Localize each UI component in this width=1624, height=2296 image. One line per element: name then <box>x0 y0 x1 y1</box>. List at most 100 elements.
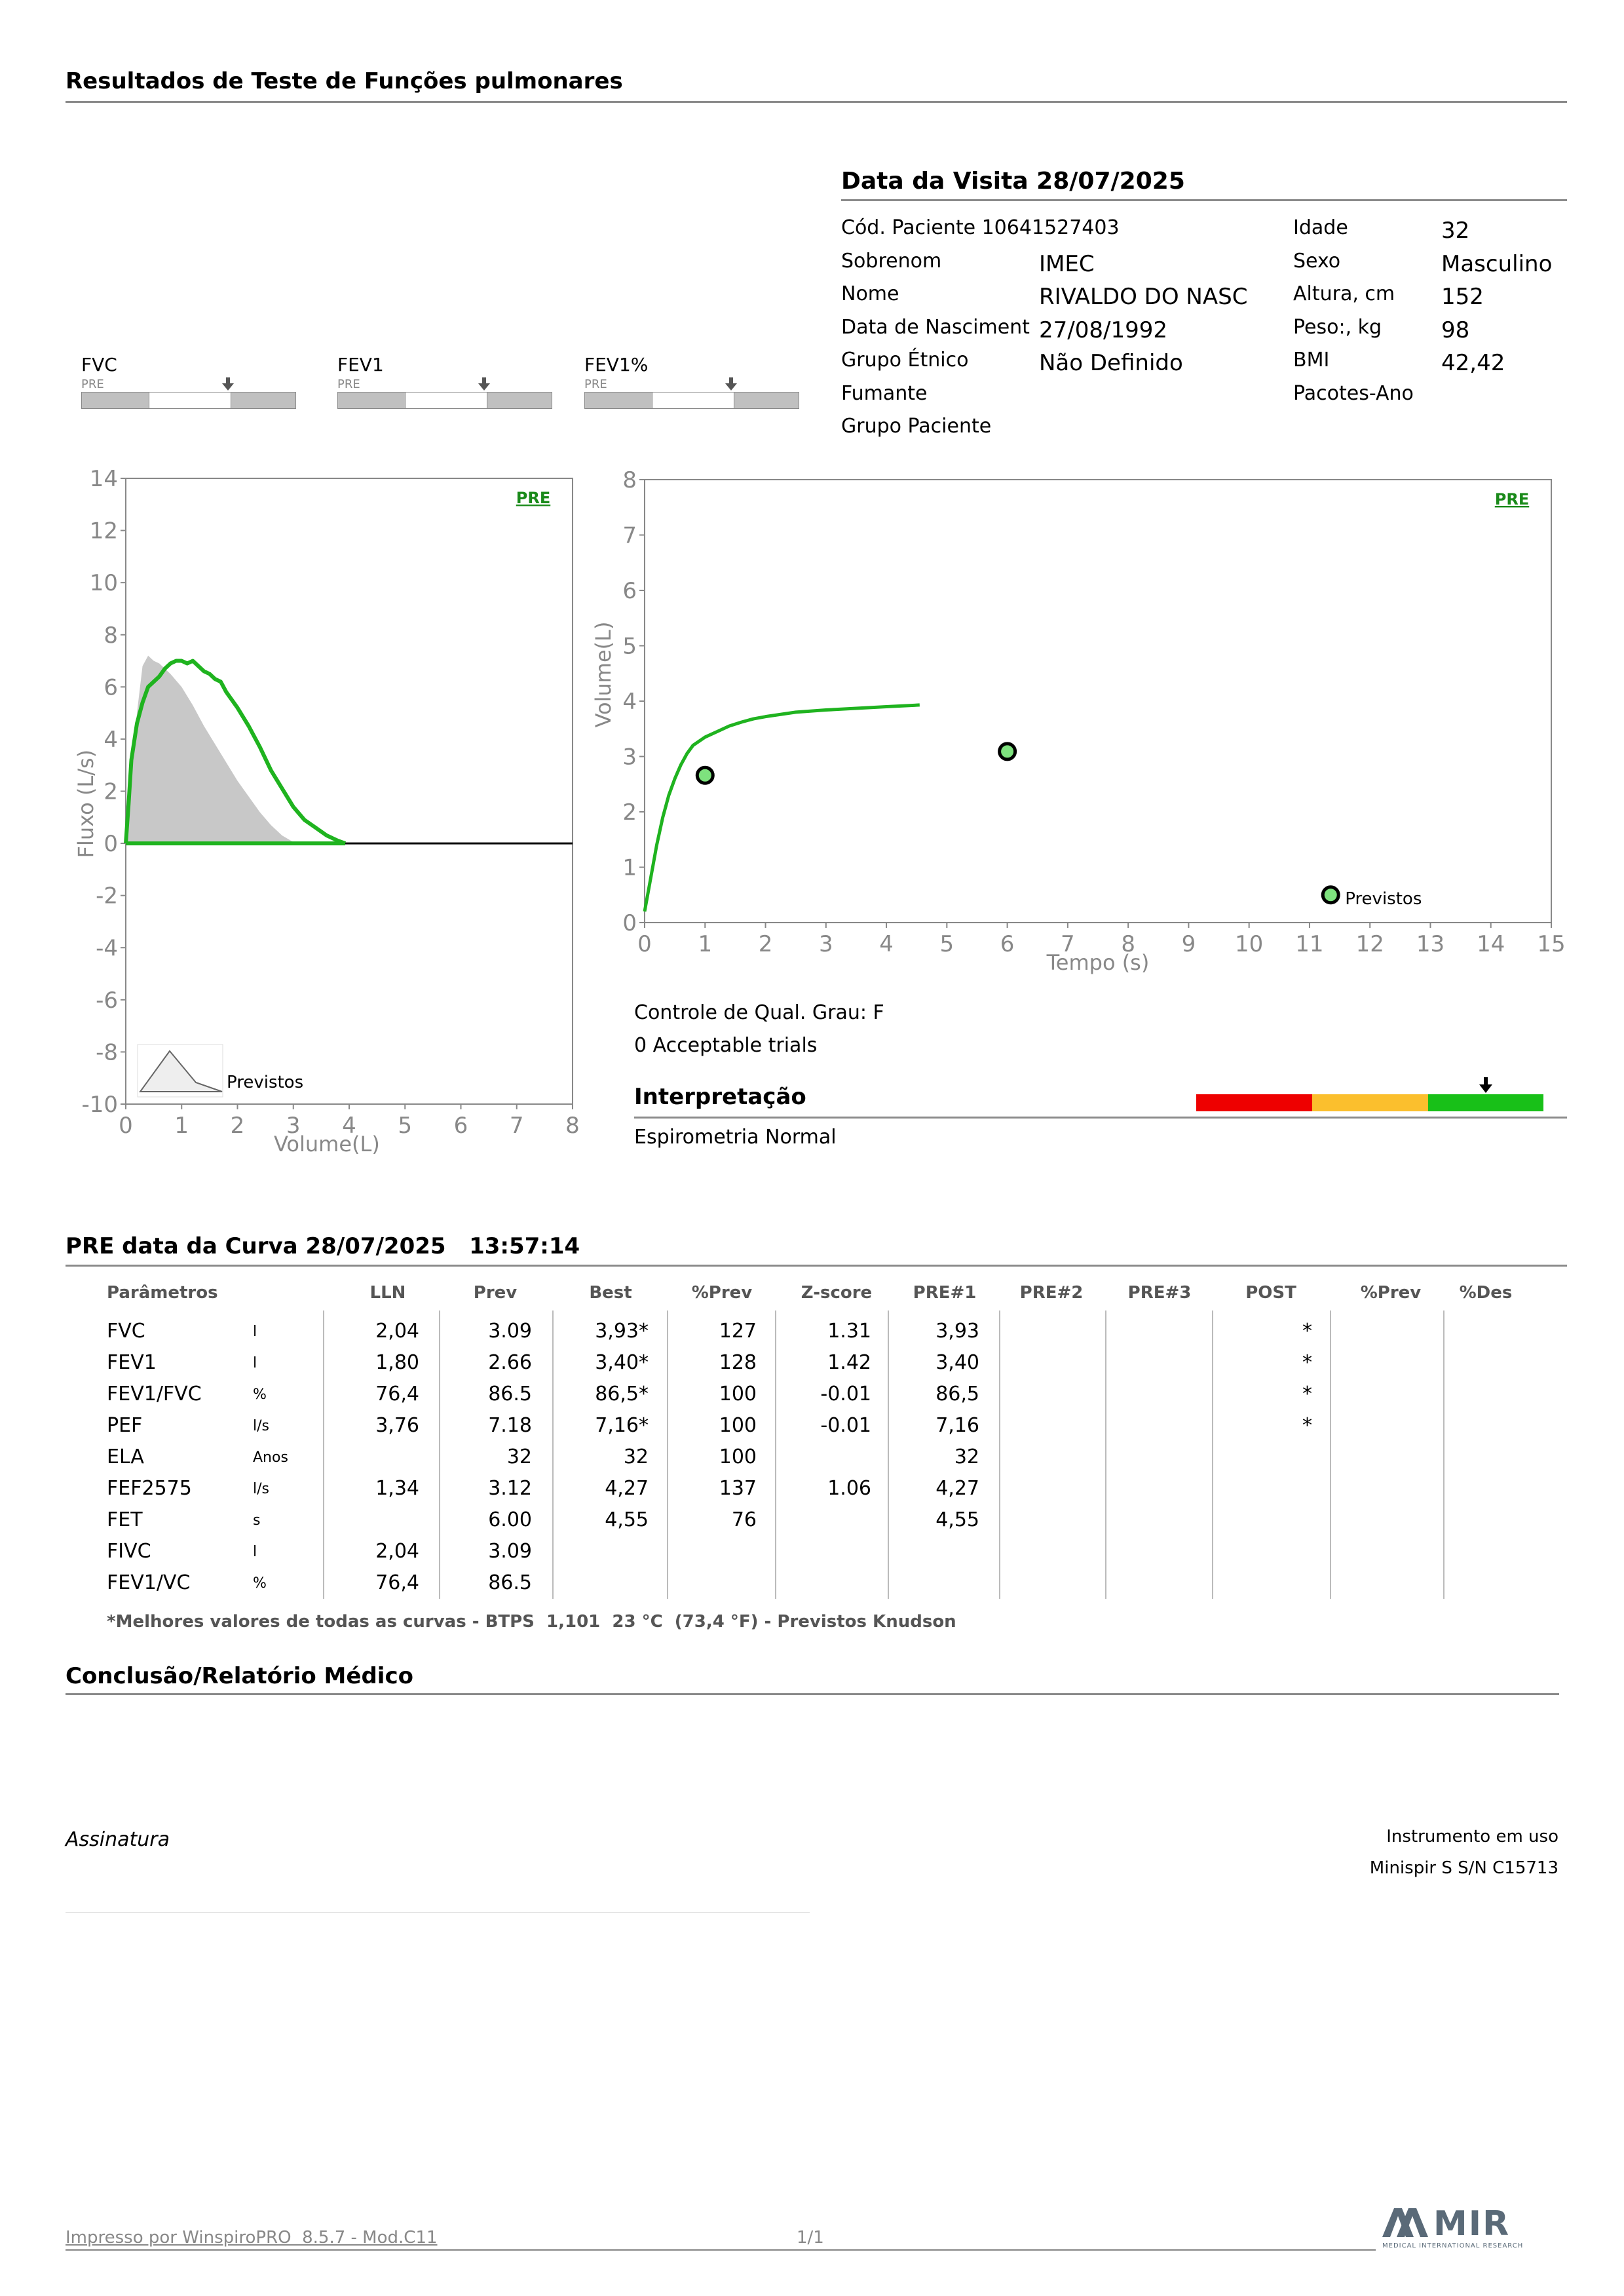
interpretation-bar <box>1196 1094 1543 1111</box>
y-tick-label: -4 <box>96 935 118 961</box>
chart-tag: PRE <box>1495 490 1529 508</box>
gauge-normal-range <box>149 392 231 408</box>
table-cell-lln: 2,04 <box>375 1540 419 1563</box>
plot-frame <box>644 479 1552 923</box>
table-cell-best: 4,55 <box>605 1508 649 1531</box>
table-param: FET <box>107 1508 143 1531</box>
table-unit: l/s <box>253 1481 269 1497</box>
x-tick-label: 8 <box>1121 931 1135 957</box>
visit-right-label: Sexo <box>1293 249 1341 273</box>
table-cell-z: 1.42 <box>827 1351 871 1374</box>
footer-printed: Impresso por WinspiroPRO 8.5.7 - Mod.C11 <box>66 2228 438 2248</box>
table-header-cell: Parâmetros <box>107 1283 218 1303</box>
visit-left-label: Sobrenom <box>841 249 942 273</box>
x-tick-label: 13 <box>1416 931 1445 957</box>
legend-previstos-icon <box>139 1050 223 1092</box>
table-unit: l <box>253 1355 257 1371</box>
table-cell-post: * <box>1302 1383 1312 1406</box>
x-tick-label: 11 <box>1295 931 1323 957</box>
visit-right-value: 32 <box>1441 218 1470 244</box>
x-tick-label: 12 <box>1356 931 1384 957</box>
visit-right-label: Peso:, kg <box>1293 315 1382 339</box>
visit-right-label: Altura, cm <box>1293 282 1395 305</box>
table-cell-pprev: 76 <box>731 1508 757 1531</box>
gauge-label: FEV1% <box>584 354 649 375</box>
table-header-cell: PRE#3 <box>1127 1283 1192 1303</box>
interpretation-text: Espirometria Normal <box>634 1126 837 1149</box>
x-tick-label: 7 <box>1061 931 1075 957</box>
y-tick-label: 6 <box>104 674 118 700</box>
table-cell-pprev: 127 <box>719 1320 757 1343</box>
visit-title: Data da Visita 28/07/2025 <box>841 168 1185 195</box>
instrument-label: Instrumento em uso <box>1386 1827 1558 1846</box>
x-tick-label: 3 <box>819 931 833 957</box>
signature-line <box>66 1912 810 1913</box>
table-cell-prev: 3.12 <box>488 1477 532 1500</box>
visit-right-value: Masculino <box>1441 250 1553 277</box>
table-header-cell: PRE#1 <box>913 1283 977 1303</box>
table-cell-pre1: 3,93 <box>935 1320 979 1343</box>
gauge-bar <box>584 392 799 409</box>
x-tick-label: 9 <box>1182 931 1196 957</box>
gauge-tag: PRE <box>584 377 607 391</box>
y-tick-label: -10 <box>81 1092 118 1118</box>
table-cell-lln: 2,04 <box>375 1320 419 1343</box>
table-header-cell: Best <box>589 1283 632 1303</box>
gauge-arrow-icon <box>725 377 737 391</box>
y-tick-label: 4 <box>104 727 118 753</box>
table-cell-pre1: 32 <box>954 1445 979 1468</box>
instrument-value: Minispir S S/N C15713 <box>1369 1858 1558 1878</box>
table-cell-z: -0.01 <box>820 1383 871 1406</box>
table-cell-prev: 3.09 <box>488 1540 532 1563</box>
mir-logo-icon <box>1382 2208 1428 2237</box>
interpretation-green-zone <box>1428 1094 1543 1111</box>
table-cell-prev: 86.5 <box>488 1571 532 1594</box>
y-tick-label: 8 <box>622 467 637 493</box>
x-tick-label: 4 <box>342 1113 356 1139</box>
acceptable-trials: 0 Acceptable trials <box>634 1034 818 1057</box>
x-axis-label: Volume(L) <box>274 1132 380 1157</box>
x-tick-label: 0 <box>637 931 652 957</box>
table-cell-best: 3,40* <box>595 1351 649 1374</box>
series-pre-line <box>124 659 347 845</box>
table-unit: Anos <box>253 1449 288 1466</box>
table-cell-prev: 2.66 <box>488 1351 532 1374</box>
table-column-divider <box>323 1311 324 1599</box>
y-tick-label: 6 <box>622 578 637 604</box>
series-previstos-point <box>1321 885 1340 905</box>
interpretation-divider <box>634 1117 1567 1119</box>
x-tick-label: 15 <box>1537 931 1565 957</box>
table-footnote: *Melhores valores de todas as curvas - B… <box>107 1612 956 1632</box>
table-cell-prev: 32 <box>506 1445 532 1468</box>
series-pre-line <box>643 703 920 912</box>
visit-right-label: Pacotes-Ano <box>1293 381 1414 405</box>
table-header-cell: Z-score <box>801 1283 873 1303</box>
y-tick-label: 7 <box>622 523 637 549</box>
conclusion-divider <box>66 1693 1559 1695</box>
visit-left-value: RIVALDO DO NASC <box>1039 284 1248 310</box>
table-cell-lln: 76,4 <box>375 1571 419 1594</box>
x-tick-label: 0 <box>119 1113 133 1139</box>
gauge-tag: PRE <box>337 377 360 391</box>
table-unit: l/s <box>253 1418 269 1434</box>
table-column-divider <box>775 1311 776 1599</box>
x-axis-label: Tempo (s) <box>1046 950 1150 975</box>
interpretation-title: Interpretação <box>634 1084 806 1110</box>
visit-left-value: 27/08/1992 <box>1039 316 1167 343</box>
table-cell-prev: 3.09 <box>488 1320 532 1343</box>
x-tick-label: 8 <box>565 1113 580 1139</box>
visit-right-value: 42,42 <box>1441 350 1505 376</box>
table-cell-z: -0.01 <box>820 1414 871 1437</box>
table-cell-pre1: 86,5 <box>935 1383 979 1406</box>
visit-right-value: 152 <box>1441 284 1484 310</box>
y-axis-label: Volume(L) <box>591 622 616 728</box>
x-tick-label: 14 <box>1477 931 1505 957</box>
interpretation-yellow-zone <box>1312 1094 1428 1111</box>
mir-logo-subtitle: MEDICAL INTERNATIONAL RESEARCH <box>1382 2242 1524 2249</box>
visit-left-label: Nome <box>841 282 899 305</box>
table-cell-pprev: 100 <box>719 1414 757 1437</box>
table-cell-pre1: 4,27 <box>935 1477 979 1500</box>
y-tick-label: -8 <box>96 1039 118 1065</box>
x-tick-label: 1 <box>698 931 712 957</box>
